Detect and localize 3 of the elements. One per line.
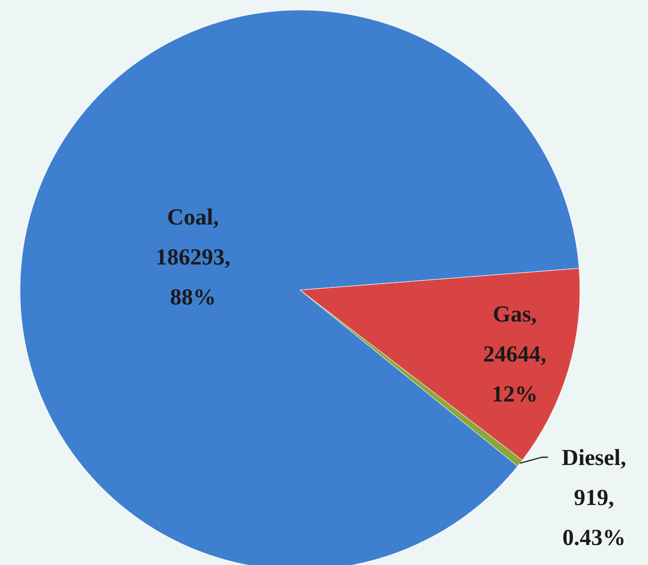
slice-label: Diesel, 919, 0.43% bbox=[562, 445, 626, 550]
slice-label: Gas, 24644, 12% bbox=[483, 302, 546, 407]
slice-label: Coal, 186293, 88% bbox=[156, 204, 230, 310]
